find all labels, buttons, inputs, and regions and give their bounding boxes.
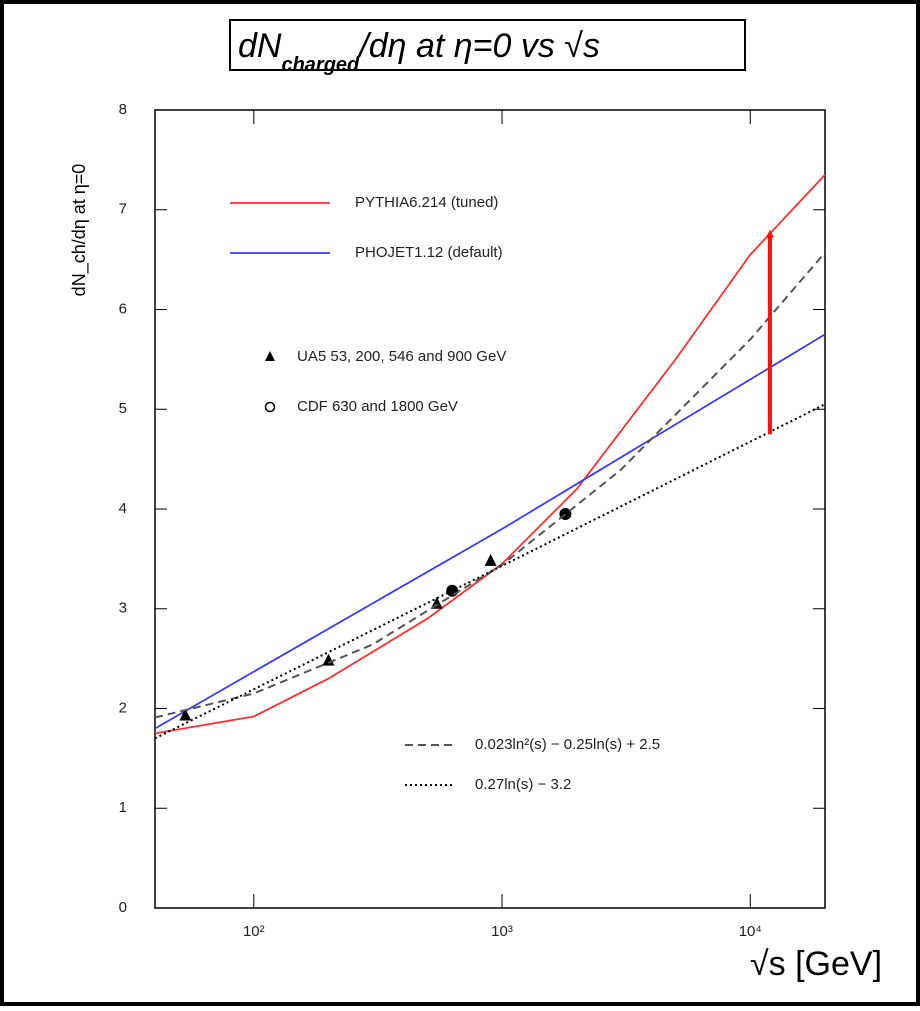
data-point	[322, 653, 335, 666]
y-tick-label: 6	[119, 300, 127, 317]
legend-label: PYTHIA6.214 (tuned)	[355, 194, 498, 211]
x-tick-label: 10⁴	[739, 923, 762, 940]
data-point	[179, 708, 192, 721]
y-axis-label: dN_ch/dη at η=0	[69, 164, 90, 297]
y-tick-label: 5	[119, 400, 127, 417]
legend-marker	[265, 351, 275, 361]
arrow-head	[765, 229, 774, 238]
y-tick-label: 7	[119, 201, 127, 218]
chart-title: dNcharged/dη at η=0 vs √s	[238, 27, 600, 76]
data-point	[484, 553, 497, 566]
title-part: /dη at η=0 vs √s	[357, 27, 600, 65]
title-part: charged	[281, 54, 360, 76]
legend-label: CDF 630 and 1800 GeV	[297, 398, 458, 415]
x-tick-label: 10²	[243, 923, 265, 940]
y-tick-label: 2	[119, 699, 127, 716]
y-tick-label: 1	[119, 799, 127, 816]
legend-label: UA5 53, 200, 546 and 900 GeV	[297, 348, 506, 365]
y-tick-label: 3	[119, 600, 127, 617]
series-line	[154, 333, 826, 730]
legend-label: PHOJET1.12 (default)	[355, 244, 503, 261]
title-part: dN	[238, 27, 282, 65]
y-tick-label: 4	[119, 500, 127, 517]
legend-label: 0.27ln(s) − 3.2	[475, 776, 571, 793]
title-box	[229, 19, 746, 71]
series-line	[154, 251, 826, 719]
y-tick-label: 0	[119, 899, 127, 916]
legend-marker	[264, 401, 276, 413]
x-axis-label: √s [GeV]	[750, 945, 882, 983]
x-tick-label: 10³	[491, 923, 513, 940]
legend-label: 0.023ln²(s) − 0.25ln(s) + 2.5	[475, 736, 660, 753]
y-tick-label: 8	[119, 101, 127, 118]
